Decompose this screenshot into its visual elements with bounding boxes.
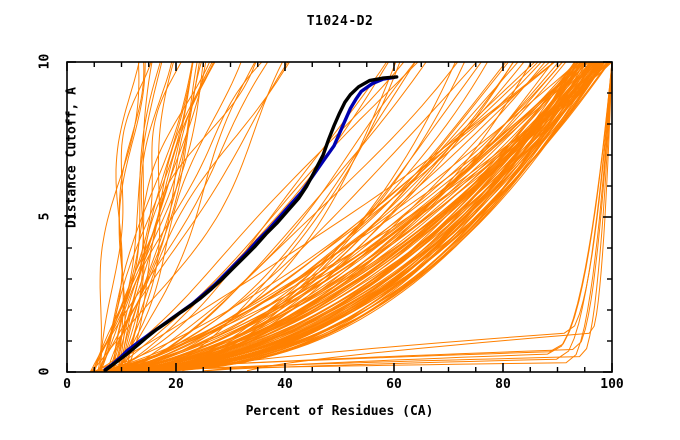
x-tick-label: 100 <box>600 377 624 392</box>
background-model-curves <box>89 62 612 372</box>
highlight-model-curves <box>103 75 399 372</box>
x-tick-label: 80 <box>495 377 511 392</box>
page-title: T1024-D2 <box>306 14 374 29</box>
y-tick-label: 0 <box>37 367 53 376</box>
x-tick-label: 0 <box>63 377 71 392</box>
y-tick-label: 10 <box>37 53 53 70</box>
y-tick-label: 5 <box>37 212 53 221</box>
x-tick-label: 20 <box>168 377 184 392</box>
x-tick-label: 60 <box>386 377 402 392</box>
axis-ticks <box>66 61 613 373</box>
reference-model-black <box>103 75 399 372</box>
y-axis-label: Distance Cutoff, A <box>64 87 80 228</box>
x-tick-label: 40 <box>277 377 293 392</box>
x-axis-label: Percent of Residues (CA) <box>245 404 434 419</box>
